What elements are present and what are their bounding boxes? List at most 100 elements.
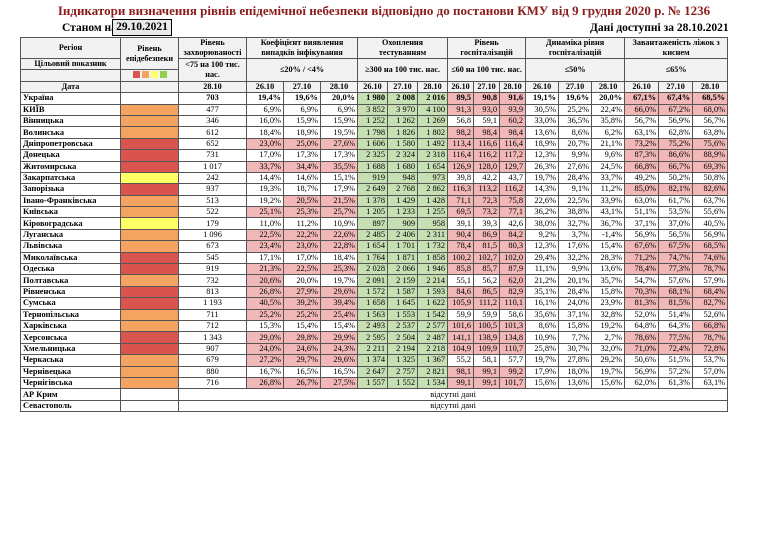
detection-value: 25,1% xyxy=(246,206,284,219)
oxygen-value: 61,3% xyxy=(658,376,694,390)
date-oxy-2: 27.10 xyxy=(658,80,694,94)
table-row: Україна 703 19,4% 19,6% 20,0% 1 980 2 008 2 016… xyxy=(20,92,729,105)
date-incidence: 28.10 xyxy=(178,80,247,94)
incidence-value: 673 xyxy=(178,240,247,253)
table-row: Чернівецька 880 16,7% 16,5% 16,5% 2 647 2 757 2… xyxy=(20,365,729,378)
hosp-value: 113,2 xyxy=(473,183,501,196)
dynamics-value: 24,0% xyxy=(558,297,593,310)
oxygen-value: 68,5% xyxy=(692,240,729,253)
hosp-value: 42,2 xyxy=(473,171,501,185)
detection-value: 29,9% xyxy=(319,331,359,344)
oxygen-value: 67,5% xyxy=(658,240,694,253)
detection-value: 29,0% xyxy=(246,331,284,344)
table-row: Сумська 1 193 40,5% 39,2% 39,4% 1 658 1 645 1 6… xyxy=(20,297,729,310)
hosp-value: 117,2 xyxy=(499,149,527,162)
testing-value: 1 534 xyxy=(417,376,449,390)
detection-value: 17,1% xyxy=(246,251,284,265)
table-row: АР Крим відсутні дані xyxy=(20,388,729,401)
testing-value: 1 654 xyxy=(417,160,449,173)
oxygen-target: ≤65% xyxy=(624,58,729,82)
hosp-value: 69,5 xyxy=(447,206,475,219)
hosp-value: 113,4 xyxy=(447,137,475,151)
dynamics-value: 28,4% xyxy=(558,285,593,299)
testing-value: 2 159 xyxy=(387,274,419,287)
date-oxy-3: 28.10 xyxy=(692,80,729,94)
region-name: Луганська xyxy=(20,228,121,242)
oxygen-value: 56,7% xyxy=(692,114,729,128)
testing-value: 1 262 xyxy=(387,114,419,128)
level-indicator xyxy=(120,376,179,390)
testing-value: 2 318 xyxy=(417,149,449,162)
dynamics-value: 8,6% xyxy=(558,126,593,139)
detection-value: 22,8% xyxy=(319,240,359,253)
testing-value: 1 492 xyxy=(417,137,449,151)
dynamics-value: 9,6% xyxy=(591,149,626,162)
region-name: Черкаська xyxy=(20,354,121,367)
level-indicator xyxy=(120,331,179,344)
date-tst-3: 28.10 xyxy=(417,80,449,94)
hosp-value: 56,2 xyxy=(473,274,501,287)
testing-value: 1 858 xyxy=(417,251,449,265)
region-name: Рівненська xyxy=(20,285,121,299)
no-data-note: відсутні дані xyxy=(177,388,729,401)
hosp-value: 111,2 xyxy=(473,297,501,310)
dynamics-value: 19,7% xyxy=(591,365,626,378)
date-det-1: 26.10 xyxy=(246,80,284,94)
table-row: Одеська 919 21,3% 22,5% 25,3% 2 028 2 066 1 946… xyxy=(20,263,729,276)
testing-value: 2 647 xyxy=(357,365,389,378)
dynamics-value: 15,8% xyxy=(591,285,626,299)
hosp-value: 62,0 xyxy=(499,274,527,287)
detection-value: 35,5% xyxy=(319,160,359,173)
oxygen-value: 63,0% xyxy=(624,194,660,208)
detection-value: 20,0% xyxy=(319,92,359,105)
incidence-value: 919 xyxy=(178,263,247,276)
testing-value: 1 764 xyxy=(357,251,389,265)
oxygen-value: 70,3% xyxy=(624,285,660,299)
hosp-value: 100,2 xyxy=(447,251,475,265)
dynamics-value: 19,7% xyxy=(525,354,560,367)
date-spacer xyxy=(120,80,179,94)
incidence-value: 703 xyxy=(178,92,247,105)
region-name: Запорізька xyxy=(20,183,121,196)
page-title: Індикатори визначення рівнів епідемічної… xyxy=(57,3,711,18)
oxygen-value: 67,1% xyxy=(624,92,660,105)
oxygen-value: 51,1% xyxy=(624,206,660,219)
testing-target: ≥300 на 100 тис. нас. xyxy=(357,58,449,82)
dynamics-value: 35,1% xyxy=(525,285,560,299)
detection-value: 17,9% xyxy=(319,183,359,196)
dynamics-value: 26,3% xyxy=(525,160,560,173)
level-indicator xyxy=(120,206,179,219)
detection-value: 27,9% xyxy=(283,285,321,299)
oxygen-value: 73,2% xyxy=(624,137,660,151)
detection-value: 34,4% xyxy=(283,160,321,173)
level-indicator xyxy=(120,114,179,128)
dynamics-value: 33,0% xyxy=(525,114,560,128)
oxygen-value: 63,8% xyxy=(692,126,729,139)
dynamics-value: 24,5% xyxy=(591,160,626,173)
hosp-value: 81,5 xyxy=(473,240,501,253)
detection-value: 6,9% xyxy=(283,103,321,116)
dynamics-value: 36,2% xyxy=(525,206,560,219)
hosp-value: 102,7 xyxy=(473,251,501,265)
dynamics-value: 21,1% xyxy=(591,137,626,151)
dynamics-value: 35,8% xyxy=(591,114,626,128)
dynamics-value: 19,1% xyxy=(525,92,560,105)
dynamics-value: 11,1% xyxy=(525,263,560,276)
testing-value: 1 802 xyxy=(417,126,449,139)
hosp-value: 101,7 xyxy=(499,376,527,390)
hosp-value: 60,2 xyxy=(499,114,527,128)
hosp-value: 101,6 xyxy=(447,319,475,333)
oxygen-value: 68,1% xyxy=(658,285,694,299)
table-row: Харківська 712 15,3% 15,4% 15,4% 2 493 2 537 2 … xyxy=(20,319,729,333)
detection-value: 16,0% xyxy=(246,114,284,128)
table-row: Житомирська 1 017 33,7% 34,4% 35,5% 1 688 1 68… xyxy=(20,160,729,173)
hosp-target: ≤60 на 100 тис. нас. xyxy=(447,58,527,82)
dynamics-value: 17,9% xyxy=(525,365,560,378)
oxygen-value: 66,8% xyxy=(624,160,660,173)
hosp-value: 99,1 xyxy=(473,365,501,378)
detection-value: 10,9% xyxy=(319,217,359,230)
date-dyn-3: 28.10 xyxy=(591,80,626,94)
detection-value: 18,4% xyxy=(319,251,359,265)
region-name: Івано-Франківська xyxy=(20,194,121,208)
detection-value: 22,2% xyxy=(283,228,321,242)
